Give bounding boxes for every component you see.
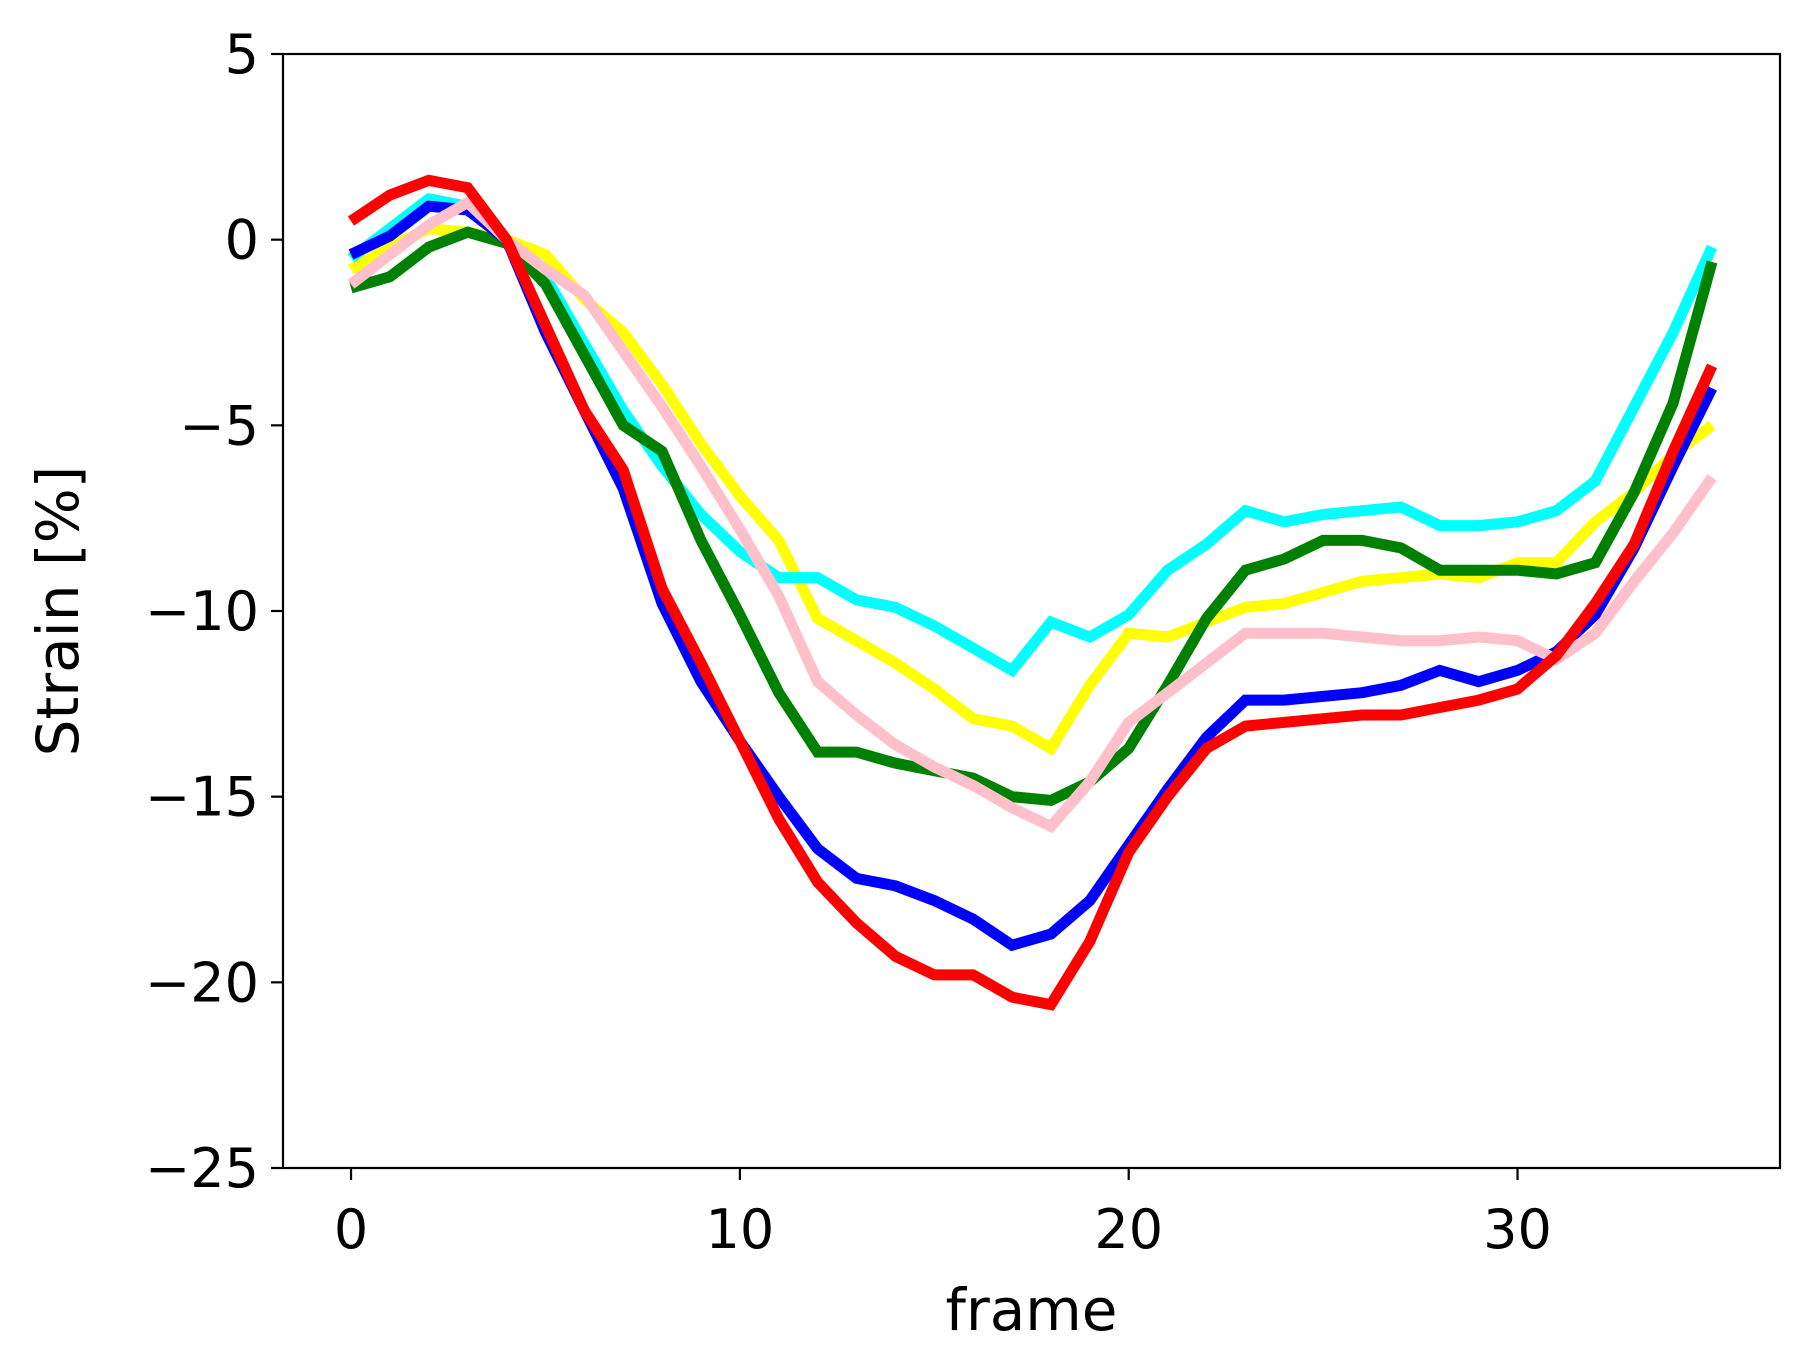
x-tick-label: 10: [706, 1198, 775, 1261]
x-tick-label: 20: [1094, 1198, 1163, 1261]
y-tick-label: 5: [225, 23, 259, 86]
y-axis-label: Strain [%]: [24, 466, 92, 757]
x-tick-label: 30: [1483, 1198, 1552, 1261]
axes-layer: 0 10 20 30 5 0 −5 −10 −15 −20 −25: [145, 23, 1552, 1261]
y-tick-label: 0: [225, 209, 259, 272]
series-line-5: [347, 195, 1717, 834]
y-tick-label: −25: [145, 1137, 259, 1200]
x-axis-label: frame: [946, 1276, 1118, 1344]
series-layer: [347, 174, 1718, 1011]
series-line-6: [347, 174, 1718, 1011]
y-tick-label: −10: [145, 580, 259, 643]
y-tick-label: −15: [145, 766, 259, 829]
y-tick-label: −20: [145, 951, 259, 1014]
x-tick-label: 0: [334, 1198, 368, 1261]
y-tick-label: −5: [179, 394, 259, 457]
series-line-3: [349, 226, 1718, 807]
